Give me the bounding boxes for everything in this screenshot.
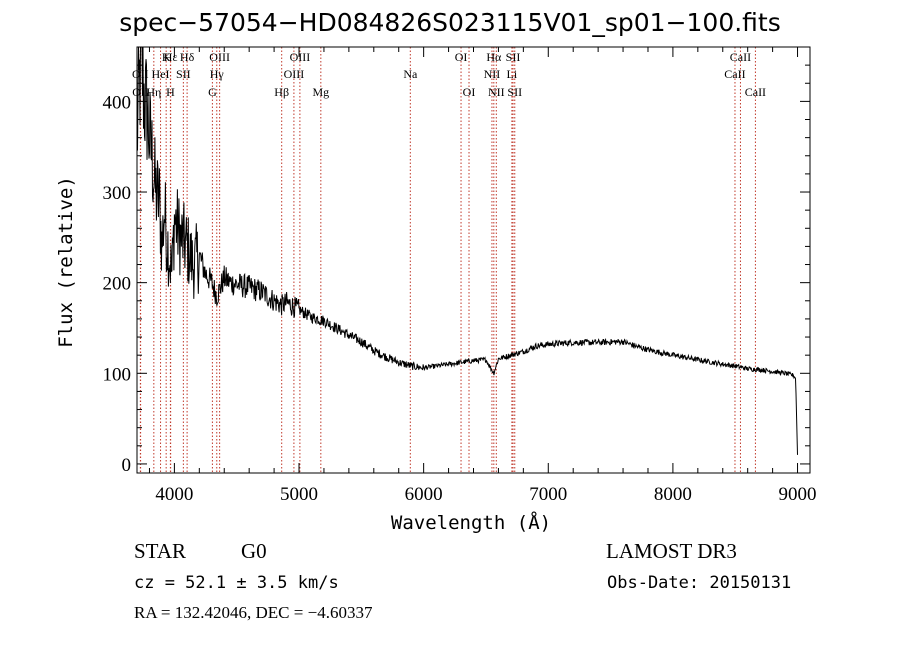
spectral-line-label: Na [403,67,418,81]
spectral-line-label: Hδ [180,50,195,64]
x-tick-label: 4000 [155,484,193,505]
spectral-line-label: OI [455,50,468,64]
spectrum-line [136,46,798,455]
x-tick-label: 8000 [654,484,692,505]
spectral-line-label: Hβ [274,85,289,99]
plot-frame [136,46,811,474]
obs-date-text: Obs-Date: 20150131 [607,573,792,593]
spectral-line-label: Hε [164,50,178,64]
spectral-line-label: OII [132,67,149,81]
object-class: STAR [134,539,186,563]
x-tick-label: 5000 [280,484,318,505]
spectral-line-label: SII [506,50,521,64]
spectral-line-label: Mg [312,85,329,99]
spectral-line-label: OIII [209,50,230,64]
y-axis-label: Flux (relative) [55,176,77,348]
spectral-line-label: HeI [152,67,170,81]
y-tick-label: 300 [103,183,132,204]
spectral-line-label: Hγ [210,67,225,81]
spectral-line-label: OII [132,85,149,99]
x-tick-label: 6000 [405,484,443,505]
spectral-line-label: NII [484,67,501,81]
x-tick-label: 9000 [779,484,817,505]
spectral-line-label: H [166,85,175,99]
spectral-line-label: NII [488,85,505,99]
spectral-line-label: CaII [745,85,766,99]
y-tick-label: 200 [103,274,132,295]
spectral-line-label: CaII [730,50,751,64]
spectral-line-label: Hη [146,85,161,99]
redshift-text: cz = 52.1 ± 3.5 km/s [134,573,339,593]
spectral-line-label: CaII [724,67,745,81]
ra-dec-text: RA = 132.42046, DEC = −4.60337 [134,603,373,622]
x-tick-label: 7000 [529,484,567,505]
spectral-line-label: OI [463,85,476,99]
spectral-line-label: K [162,50,171,64]
object-subclass: G0 [241,539,267,563]
y-tick-label: 400 [103,92,132,113]
spectral-line-label: SII [507,85,522,99]
spectral-line-label: SII [176,67,191,81]
x-axis-label: Wavelength (Å) [391,511,551,534]
spectral-line-label: OIII [290,50,311,64]
spectral-line-label: OIII [284,67,305,81]
spectral-line-label: Li [507,67,518,81]
spectral-line-label: Hα [486,50,502,64]
spectral-line-label: G [208,85,217,99]
y-tick-label: 0 [122,455,132,476]
survey-name: LAMOST DR3 [606,539,737,563]
chart-title: spec−57054−HD084826S023115V01_sp01−100.f… [119,8,781,37]
y-tick-label: 100 [103,364,132,385]
